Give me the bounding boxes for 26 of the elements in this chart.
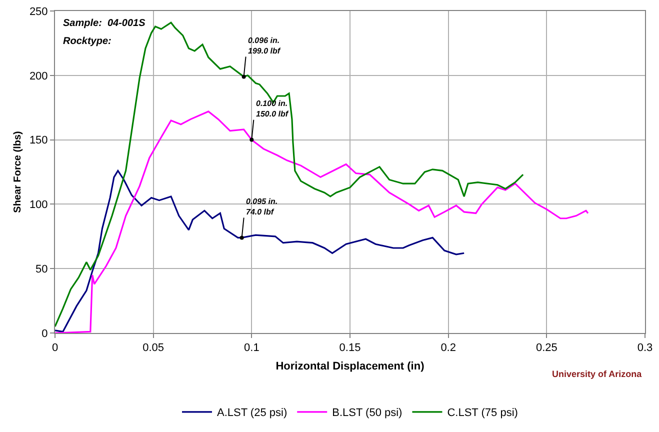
text: University of Arizona	[552, 369, 643, 379]
x-tick-label: 0.05	[142, 342, 164, 354]
y-axis-title: Shear Force (lbs)	[12, 131, 24, 213]
x-tick-label: 0.25	[536, 342, 558, 354]
annotation: Sample: 04-001S	[63, 18, 146, 29]
annotation: 0.096 in. 199.0 lbf	[248, 36, 282, 56]
x-tick-label: 0.2	[440, 342, 456, 354]
annotation: 0.095 in. 74.0 lbf	[246, 197, 278, 216]
legend-label: B.LST (50 psi)	[332, 407, 402, 420]
x-tick-label: 0	[52, 342, 58, 354]
y-tick-label: 0	[42, 328, 48, 340]
annotation: 0.100 in. 150.0 lbf	[256, 99, 290, 118]
line-series	[55, 170, 465, 333]
line-series	[55, 110, 589, 333]
legend-label: C.LST (75 psi)	[447, 407, 518, 420]
y-tick-label: 200	[29, 70, 48, 82]
x-tick-label: 0.15	[339, 342, 361, 354]
legend-label: A.LST (25 psi)	[217, 407, 288, 420]
y-tick-label: 250	[29, 6, 48, 18]
y-tick-label: 100	[29, 199, 48, 212]
x-tick-label: 0.1	[244, 342, 260, 354]
y-tick-label: 50	[36, 263, 48, 276]
x-axis-title: Horizontal Displacement (in)	[276, 360, 425, 372]
x-tick-label: 0.3	[637, 342, 653, 354]
y-tick-label: 150	[29, 134, 48, 147]
annotation: Rocktype:	[63, 36, 112, 47]
